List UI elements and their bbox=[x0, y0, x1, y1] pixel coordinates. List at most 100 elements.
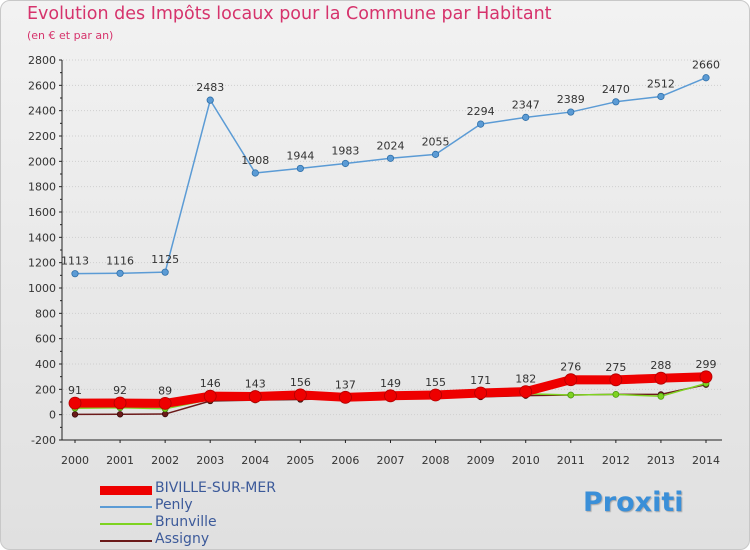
legend-label-assigny: Assigny bbox=[155, 531, 210, 547]
data-point-biville-sur-mer bbox=[564, 373, 578, 387]
y-tick-label: 2800 bbox=[28, 54, 56, 67]
data-point-penly bbox=[71, 270, 79, 278]
y-tick-label: 1200 bbox=[28, 257, 56, 270]
x-tick-label: 2005 bbox=[286, 454, 314, 467]
data-point-biville-sur-mer bbox=[113, 396, 127, 410]
x-tick-label: 2014 bbox=[692, 454, 720, 467]
chart-title: Evolution des Impôts locaux pour la Comm… bbox=[27, 4, 552, 24]
data-label-penly: 1944 bbox=[286, 149, 314, 162]
legend-swatch-biville bbox=[100, 486, 152, 495]
x-tick-label: 2008 bbox=[422, 454, 450, 467]
data-point-biville-sur-mer bbox=[654, 371, 668, 385]
data-point-penly bbox=[477, 120, 485, 128]
y-tick-label: 800 bbox=[35, 307, 56, 320]
legend-label-brunville: Brunville bbox=[155, 514, 217, 530]
legend-label-biville: BIVILLE-SUR-MER bbox=[155, 480, 276, 496]
x-tick-label: 2009 bbox=[467, 454, 495, 467]
data-point-biville-sur-mer bbox=[248, 390, 262, 403]
data-label-biville-sur-mer: 288 bbox=[650, 359, 671, 372]
data-point-penly bbox=[296, 164, 304, 173]
data-point-biville-sur-mer bbox=[339, 390, 352, 404]
y-tick-label: 1000 bbox=[28, 282, 56, 295]
data-point-biville-sur-mer bbox=[429, 388, 442, 402]
y-tick-label: 1800 bbox=[28, 181, 56, 194]
data-point-penly bbox=[522, 113, 530, 121]
legend-swatch-brunville bbox=[100, 523, 152, 525]
data-point-biville-sur-mer bbox=[158, 396, 172, 410]
data-label-biville-sur-mer: 146 bbox=[200, 377, 221, 390]
data-point-biville-sur-mer bbox=[699, 370, 713, 384]
x-tick-label: 2013 bbox=[647, 454, 675, 467]
x-tick-label: 2001 bbox=[106, 454, 134, 467]
data-label-penly: 2024 bbox=[377, 139, 405, 152]
data-point-biville-sur-mer bbox=[474, 386, 488, 400]
data-label-biville-sur-mer: 92 bbox=[113, 384, 127, 397]
y-tick-label: 0 bbox=[49, 409, 56, 422]
data-point-penly bbox=[702, 74, 710, 82]
data-point-assigny bbox=[71, 411, 79, 418]
data-point-biville-sur-mer bbox=[203, 389, 217, 403]
data-point-penly bbox=[567, 108, 575, 116]
data-label-penly: 2294 bbox=[467, 105, 495, 118]
data-label-penly: 1983 bbox=[331, 144, 359, 157]
data-label-penly: 2483 bbox=[196, 81, 224, 94]
data-label-biville-sur-mer: 155 bbox=[425, 376, 446, 389]
data-point-penly bbox=[386, 154, 395, 162]
data-point-brunville bbox=[612, 390, 620, 398]
data-label-biville-sur-mer: 299 bbox=[696, 358, 717, 371]
series-line-penly bbox=[74, 77, 707, 275]
data-label-biville-sur-mer: 89 bbox=[158, 384, 172, 397]
data-label-penly: 2055 bbox=[422, 135, 450, 148]
data-point-penly bbox=[116, 269, 124, 277]
data-label-biville-sur-mer: 156 bbox=[290, 376, 311, 389]
data-label-penly: 1116 bbox=[106, 254, 134, 267]
x-tick-label: 2003 bbox=[196, 454, 224, 467]
legend-label-penly: Penly bbox=[155, 497, 193, 513]
data-point-penly bbox=[612, 98, 620, 106]
y-tick-label: 600 bbox=[35, 333, 56, 346]
data-point-penly bbox=[206, 96, 214, 104]
x-tick-label: 2010 bbox=[512, 454, 540, 467]
y-tick-label: 1400 bbox=[28, 231, 56, 244]
data-label-penly: 2347 bbox=[512, 98, 540, 111]
y-tick-label: 2000 bbox=[28, 155, 56, 168]
data-label-penly: 1125 bbox=[151, 253, 179, 266]
data-label-penly: 1908 bbox=[241, 154, 269, 167]
chart-subtitle: (en € et par an) bbox=[27, 29, 114, 42]
data-label-penly: 2660 bbox=[692, 59, 720, 72]
y-tick-label: 200 bbox=[35, 383, 56, 396]
data-label-biville-sur-mer: 275 bbox=[605, 361, 626, 374]
legend-swatch-assigny bbox=[100, 540, 152, 542]
data-label-biville-sur-mer: 149 bbox=[380, 377, 401, 390]
data-label-biville-sur-mer: 143 bbox=[245, 378, 266, 391]
data-label-penly: 2470 bbox=[602, 83, 630, 96]
data-point-biville-sur-mer bbox=[609, 373, 623, 387]
data-point-brunville bbox=[567, 391, 575, 399]
x-tick-label: 2011 bbox=[557, 454, 585, 467]
y-tick-label: 2400 bbox=[28, 105, 56, 118]
y-tick-label: 1600 bbox=[28, 206, 56, 219]
x-tick-label: 2006 bbox=[331, 454, 359, 467]
x-tick-label: 2002 bbox=[151, 454, 179, 467]
proxiti-logo: Proxiti bbox=[583, 487, 684, 518]
data-label-biville-sur-mer: 171 bbox=[470, 374, 491, 387]
data-point-penly bbox=[251, 169, 259, 177]
x-tick-label: 2004 bbox=[241, 454, 269, 467]
y-tick-label: -200 bbox=[31, 434, 56, 447]
data-point-penly bbox=[341, 159, 350, 168]
data-point-brunville bbox=[657, 392, 665, 400]
data-point-biville-sur-mer bbox=[293, 388, 307, 402]
x-tick-label: 2007 bbox=[377, 454, 405, 467]
data-point-penly bbox=[161, 268, 169, 276]
data-label-penly: 2512 bbox=[647, 77, 675, 90]
data-label-biville-sur-mer: 91 bbox=[68, 384, 82, 397]
x-tick-label: 2012 bbox=[602, 454, 630, 467]
y-tick-label: 400 bbox=[35, 358, 56, 371]
y-tick-label: 2200 bbox=[28, 130, 56, 143]
data-point-penly bbox=[657, 92, 665, 101]
data-label-penly: 1113 bbox=[61, 255, 89, 268]
data-point-biville-sur-mer bbox=[519, 385, 533, 399]
data-point-assigny bbox=[116, 411, 124, 418]
